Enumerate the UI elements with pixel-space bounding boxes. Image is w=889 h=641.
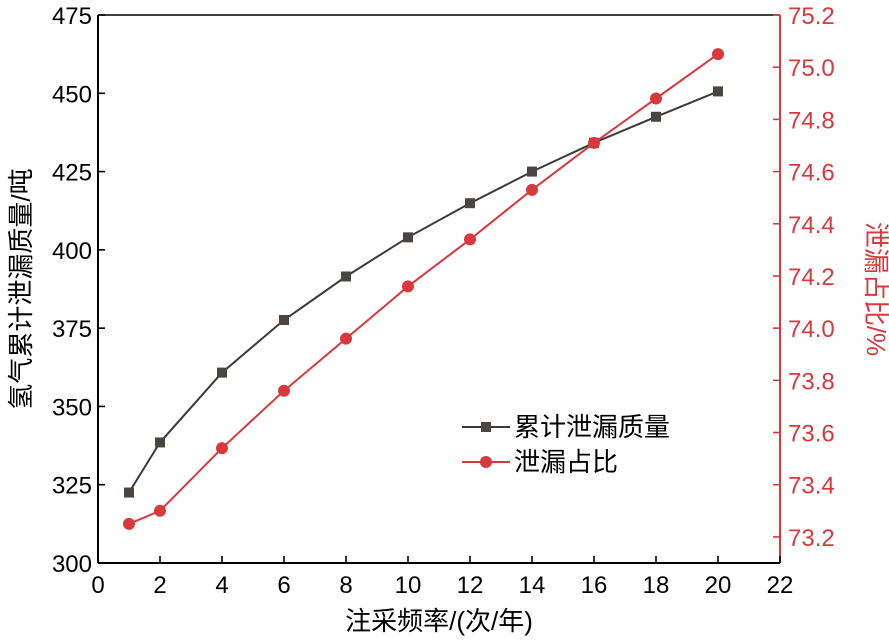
series-2-point (464, 233, 476, 246)
x-tick-label: 6 (277, 572, 290, 599)
left-tick-label: 300 (52, 551, 92, 578)
series-1-point (403, 232, 413, 243)
right-tick-label: 74.6 (788, 160, 835, 187)
right-tick-label: 74.2 (788, 264, 835, 291)
legend-ratio-label: 泄漏占比 (514, 447, 618, 477)
legend-ratio-marker (480, 456, 492, 468)
series-1-point (341, 271, 351, 282)
series-1-point (465, 198, 475, 209)
legend-item-ratio: 泄漏占比 (462, 447, 618, 477)
legend-mass-marker (481, 422, 491, 432)
x-tick-label: 14 (519, 572, 546, 599)
right-tick-label: 73.4 (788, 473, 835, 500)
series-1-point (527, 166, 537, 177)
legend: 累计泄漏质量 泄漏占比 (462, 412, 670, 477)
right-tick-label: 73.6 (788, 421, 835, 448)
series-1-point (217, 367, 227, 378)
left-axis-ticks: 300 325 350 375 400 425 450 475 (52, 3, 105, 578)
plot-frame (97, 14, 781, 564)
series-2-point (340, 332, 352, 345)
right-tick-label: 74.0 (788, 316, 835, 343)
series-1-point (124, 487, 134, 498)
series-2-point (123, 517, 135, 530)
left-axis-label: 氢气累计泄漏质量/吨 (6, 168, 36, 409)
series-2-point (216, 442, 228, 455)
left-tick-label: 375 (52, 316, 92, 343)
x-axis-ticks: 0 2 4 6 8 10 12 14 16 18 20 22 (91, 556, 793, 599)
left-tick-label: 425 (52, 160, 92, 187)
x-tick-label: 2 (153, 572, 166, 599)
x-tick-label: 16 (581, 572, 608, 599)
left-tick-label: 350 (52, 394, 92, 421)
series-2-point (278, 384, 290, 397)
x-tick-label: 8 (339, 572, 352, 599)
right-axis-label: 泄漏占比/% (861, 222, 889, 356)
series-1-point (651, 111, 661, 122)
series-layer (123, 48, 724, 530)
series-2-point (526, 183, 538, 196)
x-tick-label: 22 (767, 572, 794, 599)
x-tick-label: 0 (91, 572, 104, 599)
series-2-point (650, 92, 662, 105)
x-tick-label: 18 (643, 572, 670, 599)
series-1-point (713, 86, 723, 97)
series-1-point (279, 315, 289, 326)
x-tick-label: 10 (395, 572, 422, 599)
left-tick-label: 400 (52, 238, 92, 265)
right-tick-label: 73.8 (788, 368, 835, 395)
series-2-point (588, 136, 600, 149)
right-axis-ticks: 73.2 73.4 73.6 73.8 74.0 74.2 74.4 74.6 74.8 75.0… (773, 3, 835, 552)
right-tick-label: 75.0 (788, 55, 835, 82)
x-axis-label: 注采频率/(次/年) (345, 606, 533, 636)
x-tick-label: 4 (215, 572, 228, 599)
right-tick-label: 75.2 (788, 3, 835, 30)
legend-mass-label: 累计泄漏质量 (514, 412, 670, 442)
x-tick-label: 20 (705, 572, 732, 599)
left-tick-label: 450 (52, 81, 92, 108)
series-2-point (402, 280, 414, 293)
legend-item-mass: 累计泄漏质量 (462, 412, 670, 442)
x-tick-label: 12 (457, 572, 484, 599)
right-tick-label: 74.4 (788, 212, 835, 239)
right-tick-label: 73.2 (788, 525, 835, 552)
series-2-point (712, 48, 724, 61)
series-2-point (154, 504, 166, 517)
left-tick-label: 325 (52, 473, 92, 500)
left-tick-label: 475 (52, 3, 92, 30)
series-2-line (128, 53, 719, 525)
series-1-point (155, 437, 165, 448)
right-tick-label: 74.8 (788, 107, 835, 134)
